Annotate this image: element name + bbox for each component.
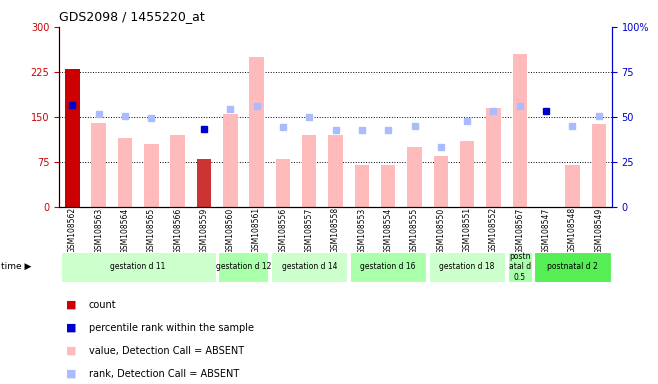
Text: GSM108556: GSM108556 <box>278 207 288 253</box>
Bar <box>513 54 527 207</box>
Text: GSM108553: GSM108553 <box>357 207 367 253</box>
Text: GSM108555: GSM108555 <box>410 207 419 253</box>
Text: GSM108558: GSM108558 <box>331 207 340 253</box>
Text: ■: ■ <box>66 346 76 356</box>
Bar <box>486 108 501 207</box>
Text: GSM108564: GSM108564 <box>120 207 130 253</box>
Text: GSM108547: GSM108547 <box>542 207 551 253</box>
Text: gestation d 18: gestation d 18 <box>440 262 495 271</box>
Text: GSM108548: GSM108548 <box>568 207 577 253</box>
Text: value, Detection Call = ABSENT: value, Detection Call = ABSENT <box>89 346 244 356</box>
Text: GSM108565: GSM108565 <box>147 207 156 253</box>
Text: GSM108550: GSM108550 <box>436 207 445 253</box>
Text: GSM108567: GSM108567 <box>515 207 524 253</box>
Bar <box>144 144 159 207</box>
Text: GSM108560: GSM108560 <box>226 207 235 253</box>
Bar <box>328 135 343 207</box>
Text: GSM108559: GSM108559 <box>199 207 209 253</box>
Text: gestation d 14: gestation d 14 <box>282 262 337 271</box>
Text: GSM108554: GSM108554 <box>384 207 393 253</box>
Text: GSM108566: GSM108566 <box>173 207 182 253</box>
Bar <box>429 252 505 282</box>
Bar <box>170 135 185 207</box>
Text: GSM108561: GSM108561 <box>252 207 261 253</box>
Bar <box>592 124 606 207</box>
Bar <box>534 252 611 282</box>
Text: GSM108562: GSM108562 <box>68 207 77 253</box>
Bar <box>271 252 347 282</box>
Bar <box>508 252 532 282</box>
Bar <box>381 165 395 207</box>
Bar <box>197 159 211 207</box>
Text: postn
atal d
0.5: postn atal d 0.5 <box>509 252 531 282</box>
Text: gestation d 12: gestation d 12 <box>216 262 271 271</box>
Bar <box>350 252 426 282</box>
Bar <box>223 114 238 207</box>
Bar <box>565 165 580 207</box>
Text: ■: ■ <box>66 300 76 310</box>
Bar <box>218 252 268 282</box>
Bar <box>302 135 316 207</box>
Bar <box>276 159 290 207</box>
Text: GSM108549: GSM108549 <box>594 207 603 253</box>
Text: ■: ■ <box>66 369 76 379</box>
Text: GDS2098 / 1455220_at: GDS2098 / 1455220_at <box>59 10 205 23</box>
Text: postnatal d 2: postnatal d 2 <box>547 262 598 271</box>
Text: ■: ■ <box>66 323 76 333</box>
Bar <box>91 123 106 207</box>
Text: percentile rank within the sample: percentile rank within the sample <box>89 323 254 333</box>
Text: GSM108552: GSM108552 <box>489 207 498 253</box>
Bar <box>460 141 474 207</box>
Text: gestation d 11: gestation d 11 <box>111 262 166 271</box>
Text: GSM108563: GSM108563 <box>94 207 103 253</box>
Bar <box>61 252 216 282</box>
Text: count: count <box>89 300 116 310</box>
Bar <box>65 69 80 207</box>
Text: time ▶: time ▶ <box>1 262 32 271</box>
Bar <box>355 165 369 207</box>
Bar <box>118 138 132 207</box>
Text: GSM108557: GSM108557 <box>305 207 314 253</box>
Bar <box>249 57 264 207</box>
Bar <box>434 156 448 207</box>
Text: rank, Detection Call = ABSENT: rank, Detection Call = ABSENT <box>89 369 239 379</box>
Text: GSM108551: GSM108551 <box>463 207 472 253</box>
Text: gestation d 16: gestation d 16 <box>361 262 416 271</box>
Bar <box>407 147 422 207</box>
